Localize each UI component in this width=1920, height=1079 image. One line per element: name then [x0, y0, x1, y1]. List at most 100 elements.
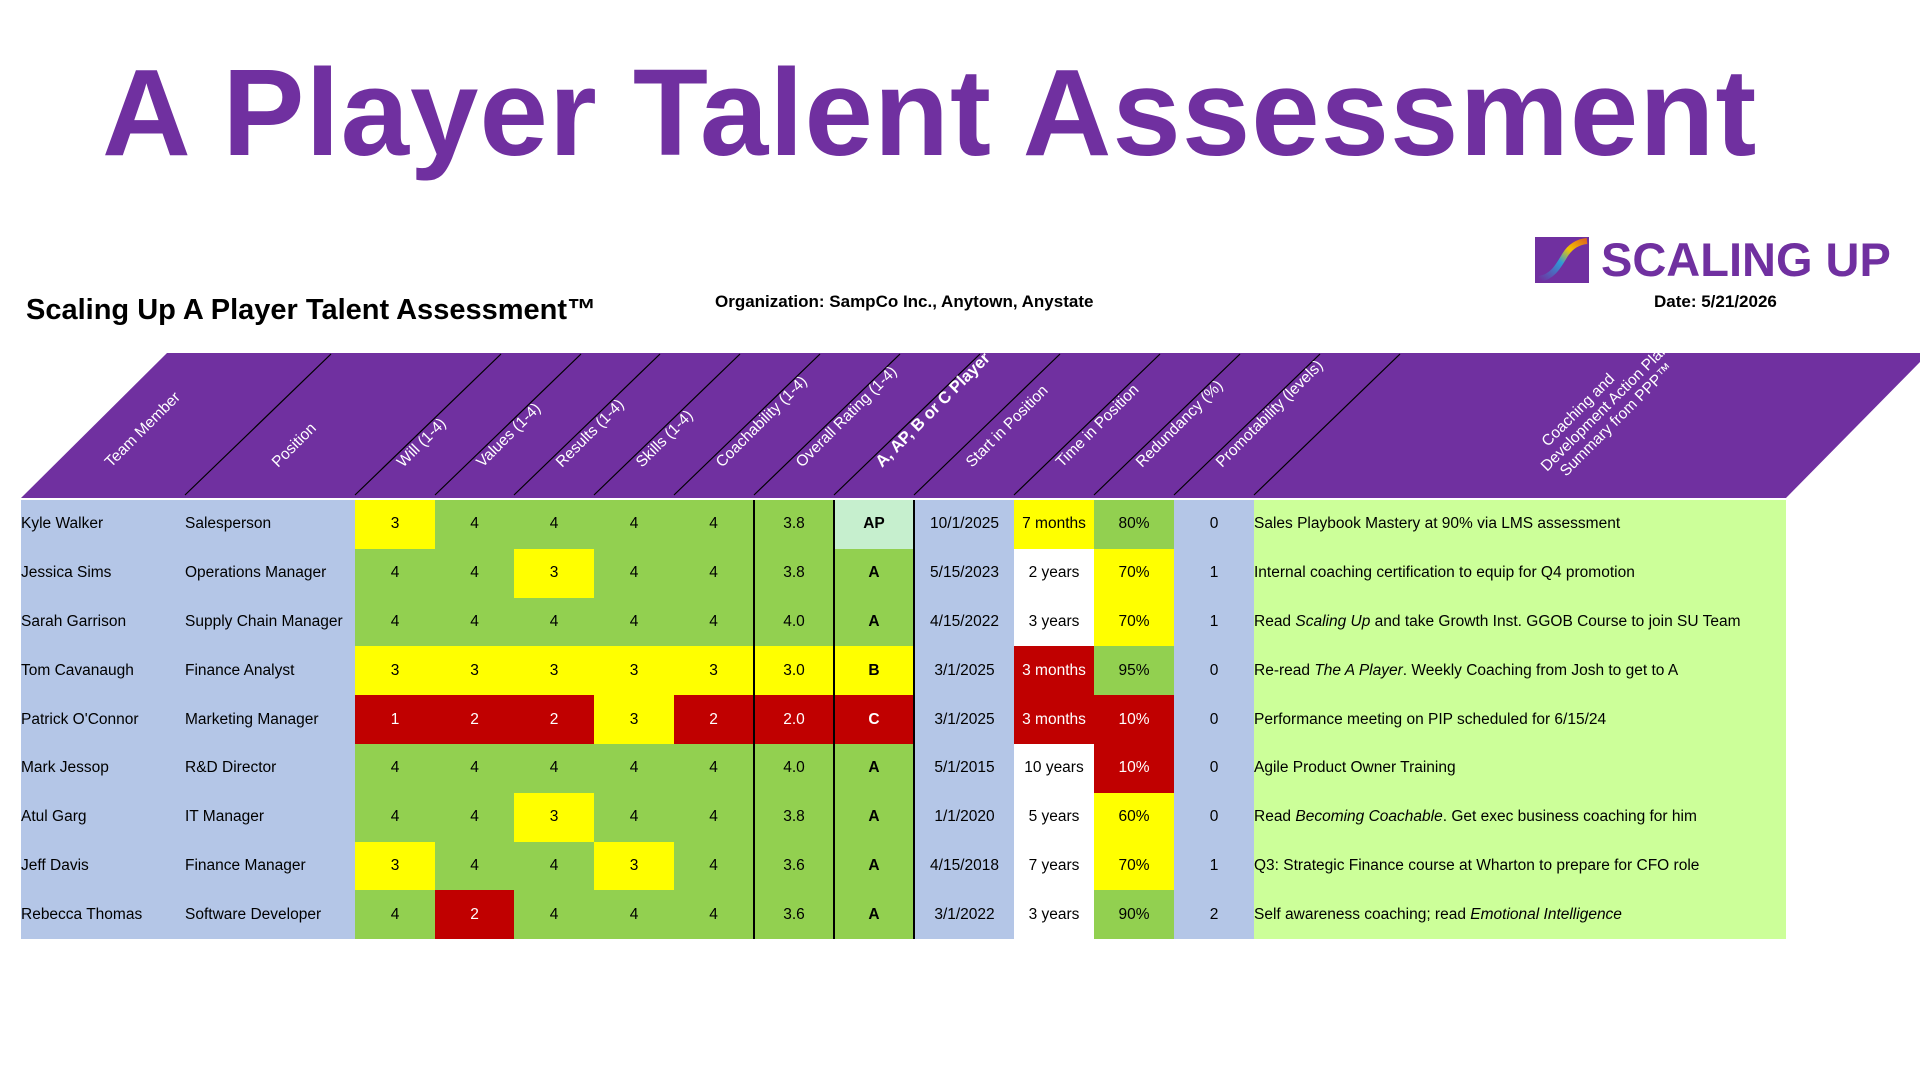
- header-background: [21, 353, 1920, 498]
- overall-rating: 3.8: [754, 500, 835, 549]
- header-divider: [1093, 353, 1241, 496]
- time-in-position: 3 months: [1014, 646, 1094, 696]
- player-grade: A: [834, 890, 915, 940]
- start-date: 1/1/2020: [914, 792, 1014, 842]
- coaching-plan-text: Scaling Up: [1295, 612, 1371, 630]
- redundancy-percent: 70%: [1094, 597, 1174, 647]
- team-member-name: Sarah Garrison: [21, 597, 185, 647]
- time-in-position: 7 years: [1014, 841, 1094, 891]
- values-score: 4: [435, 597, 514, 647]
- skills-score: 3: [594, 695, 674, 744]
- header-divider: [913, 353, 1061, 496]
- coaching-plan-text: Internal coaching certification to equip…: [1254, 564, 1635, 582]
- start-date: 4/15/2022: [914, 597, 1014, 647]
- will-score: 3: [355, 646, 435, 696]
- skills-score: 4: [594, 548, 674, 598]
- values-score: 2: [435, 890, 514, 940]
- column-header-band: Team Member Position Will (1-4) Values (1-4…: [21, 350, 1920, 498]
- team-member-name: Tom Cavanaugh: [21, 646, 185, 696]
- team-member-name: Jessica Sims: [21, 548, 185, 598]
- overall-rating: 4.0: [754, 743, 835, 793]
- position-cell: IT Manager: [185, 792, 355, 842]
- player-grade: C: [834, 695, 915, 744]
- will-score: 3: [355, 841, 435, 891]
- results-score: 4: [514, 743, 594, 793]
- skills-score: 4: [594, 597, 674, 647]
- start-date: 4/15/2018: [914, 841, 1014, 891]
- date-label: Date: 5/21/2026: [1654, 292, 1777, 311]
- promotability-levels: 0: [1174, 792, 1254, 842]
- player-grade: AP: [834, 500, 915, 549]
- start-date: 3/1/2022: [914, 890, 1014, 940]
- redundancy-percent: 95%: [1094, 646, 1174, 696]
- coaching-plan: Sales Playbook Mastery at 90% via LMS as…: [1254, 500, 1786, 549]
- coaching-plan-text: Read: [1254, 808, 1296, 826]
- values-score: 4: [435, 500, 514, 549]
- table-row: Sarah Garrison Supply Chain Manager 4 4 4 4 4 4…: [21, 597, 1786, 647]
- sheet-title: Scaling Up A Player Talent Assessment™: [26, 294, 596, 326]
- scaling-up-logo-icon: [1535, 236, 1589, 283]
- will-score: 3: [355, 500, 435, 549]
- time-in-position: 3 years: [1014, 890, 1094, 940]
- coaching-plan-text: Performance meeting on PIP scheduled for…: [1254, 710, 1607, 728]
- time-in-position: 3 years: [1014, 597, 1094, 647]
- header-divider: [513, 353, 661, 496]
- header-divider: [1173, 353, 1321, 496]
- assessment-table: Kyle Walker Salesperson 3 4 4 4 4 3.8 AP 10/1/202…: [21, 500, 1786, 940]
- results-score: 4: [514, 890, 594, 940]
- position-cell: Finance Manager: [185, 841, 355, 891]
- position-cell: Finance Analyst: [185, 646, 355, 696]
- coaching-plan-text: and take Growth Inst. GGOB Course to joi…: [1370, 612, 1741, 630]
- will-score: 4: [355, 548, 435, 598]
- team-member-name: Patrick O'Connor: [21, 695, 185, 744]
- values-score: 4: [435, 792, 514, 842]
- table-row: Mark Jessop R&D Director 4 4 4 4 4 4.0 A 5/1/2015…: [21, 743, 1786, 793]
- time-in-position: 10 years: [1014, 743, 1094, 793]
- header-divider: [593, 353, 741, 496]
- coaching-plan-text: Emotional Intelligence: [1470, 905, 1622, 923]
- skills-score: 4: [594, 743, 674, 793]
- redundancy-percent: 60%: [1094, 792, 1174, 842]
- coaching-plan: Self awareness coaching; read Emotional …: [1254, 890, 1786, 940]
- overall-rating: 4.0: [754, 597, 835, 647]
- player-grade: A: [834, 841, 915, 891]
- player-grade: A: [834, 743, 915, 793]
- coaching-plan-text: Self awareness coaching; read: [1254, 905, 1471, 923]
- scaling-up-logo: SCALING UP: [1535, 232, 1891, 287]
- player-grade: B: [834, 646, 915, 696]
- will-score: 4: [355, 792, 435, 842]
- coaching-plan-text: Read: [1254, 612, 1296, 630]
- header-divider: [1253, 353, 1401, 496]
- coaching-plan: Agile Product Owner Training: [1254, 743, 1786, 793]
- table-row: Jeff Davis Finance Manager 3 4 4 3 4 3.6 A 4/15/2…: [21, 841, 1786, 891]
- redundancy-percent: 70%: [1094, 548, 1174, 598]
- team-member-name: Kyle Walker: [21, 500, 185, 549]
- coachability-score: 4: [674, 743, 755, 793]
- header-divider: [1013, 353, 1161, 496]
- coaching-plan: Performance meeting on PIP scheduled for…: [1254, 695, 1786, 744]
- promotability-levels: 0: [1174, 743, 1254, 793]
- coaching-plan-text: Sales Playbook Mastery at 90% via LMS as…: [1254, 515, 1621, 533]
- values-score: 2: [435, 695, 514, 744]
- coaching-plan: Read Becoming Coachable. Get exec busine…: [1254, 792, 1786, 842]
- team-member-name: Rebecca Thomas: [21, 890, 185, 940]
- promotability-levels: 1: [1174, 548, 1254, 598]
- header-divider: [833, 353, 981, 496]
- time-in-position: 3 months: [1014, 695, 1094, 744]
- redundancy-percent: 90%: [1094, 890, 1174, 940]
- start-date: 3/1/2025: [914, 646, 1014, 696]
- results-score: 3: [514, 646, 594, 696]
- position-cell: R&D Director: [185, 743, 355, 793]
- will-score: 1: [355, 695, 435, 744]
- values-score: 4: [435, 743, 514, 793]
- header-divider: [184, 353, 332, 496]
- coaching-plan-text: . Weekly Coaching from Josh to get to A: [1402, 661, 1679, 679]
- time-in-position: 7 months: [1014, 500, 1094, 549]
- redundancy-percent: 80%: [1094, 500, 1174, 549]
- promotability-levels: 1: [1174, 841, 1254, 891]
- coachability-score: 2: [674, 695, 755, 744]
- results-score: 4: [514, 841, 594, 891]
- overall-rating: 3.6: [754, 841, 835, 891]
- values-score: 4: [435, 548, 514, 598]
- player-grade: A: [834, 548, 915, 598]
